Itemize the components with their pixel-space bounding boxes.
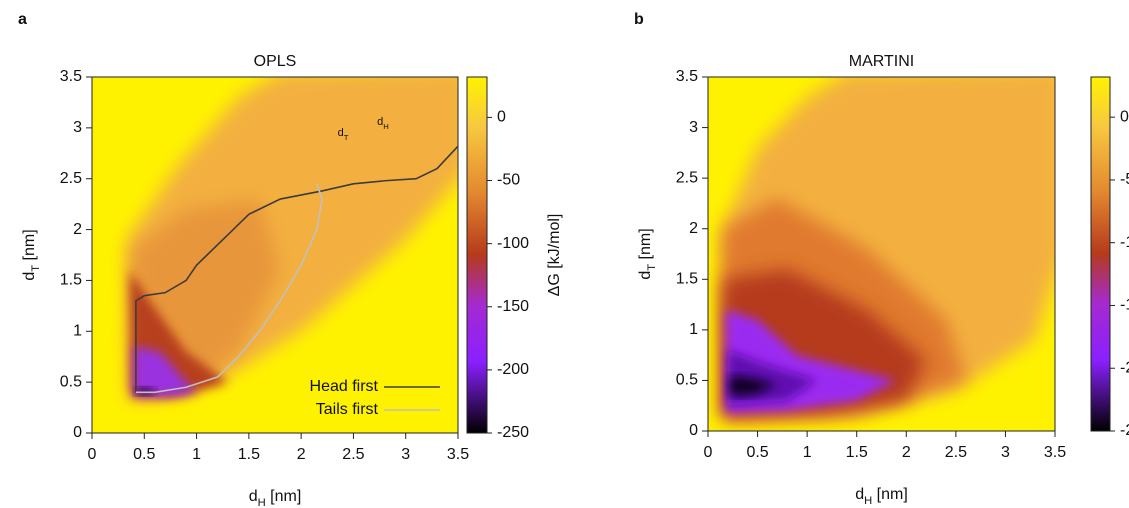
legend-label: Head first [310, 378, 379, 395]
y-axis-label-part: d [21, 272, 38, 281]
x-tick-label: 0.5 [746, 444, 768, 461]
plot-frame [707, 76, 1056, 432]
legend-label: Tails first [316, 401, 379, 418]
y-tick-label: 3 [73, 119, 82, 136]
y-tick-label: 1 [73, 323, 82, 340]
x-axis-label-part: [nm] [266, 488, 302, 505]
x-axis-label-part: d [855, 486, 864, 503]
x-tick-label: 3.5 [1044, 444, 1066, 461]
colorbar-tick-label: -150 [1120, 297, 1129, 314]
colorbar-tick-label: -100 [497, 235, 529, 252]
colorbar-tick-label: -150 [497, 298, 529, 315]
chart-title: OPLS [254, 53, 297, 70]
x-tick-label: 0 [704, 444, 713, 461]
colorbar [466, 76, 488, 434]
y-tick-label: 1 [689, 321, 698, 338]
colorbar [1090, 76, 1111, 432]
x-tick-label: 3 [1001, 444, 1010, 461]
colorbar-tick-label: 0 [497, 109, 506, 126]
y-axis-label-part: [nm] [637, 228, 654, 264]
y-axis-label-part: T [30, 265, 42, 272]
inset-label: dH [377, 116, 389, 131]
energy-region [133, 346, 197, 397]
x-axis-label: dH [nm] [855, 486, 908, 507]
inset-label-part: d [338, 127, 344, 139]
x-tick-label: 1 [192, 446, 201, 463]
x-tick-label: 2 [297, 446, 306, 463]
x-axis-label-part: H [864, 495, 872, 507]
y-axis-label: dT [nm] [637, 228, 658, 279]
energy-region [729, 375, 778, 396]
y-tick-label: 3 [689, 119, 698, 136]
inset-label: dT [338, 127, 349, 142]
pathway-line [135, 145, 459, 393]
heatmap [708, 77, 1055, 431]
colorbar-tick-label: -50 [1120, 171, 1129, 188]
y-tick-label: 2 [73, 221, 82, 238]
x-axis-label-part: H [258, 497, 266, 508]
x-tick-label: 2.5 [342, 446, 364, 463]
panel-letter: a [18, 11, 27, 28]
y-tick-label: 0 [689, 422, 698, 439]
y-axis-label-part: [nm] [21, 229, 38, 265]
y-tick-label: 3.5 [676, 68, 698, 85]
x-axis-label: dH [nm] [249, 488, 302, 508]
heatmap [92, 77, 458, 433]
y-axis-label-part: d [637, 271, 654, 280]
colorbar-tick-label: -200 [1120, 359, 1129, 376]
y-tick-label: 3.5 [60, 68, 82, 85]
inset-label-part: T [344, 133, 349, 142]
x-tick-label: 3 [401, 446, 410, 463]
inset-label-part: H [383, 122, 389, 131]
y-tick-label: 2 [689, 220, 698, 237]
pathway-line [135, 183, 323, 394]
y-tick-label: 0.5 [676, 372, 698, 389]
x-axis-label-part: [nm] [872, 486, 908, 503]
y-tick-label: 0.5 [60, 373, 82, 390]
x-tick-label: 3.5 [447, 446, 469, 463]
x-tick-label: 0 [88, 446, 97, 463]
y-tick-label: 1.5 [676, 271, 698, 288]
inset-label-part: d [377, 116, 383, 128]
y-tick-label: 2.5 [60, 170, 82, 187]
colorbar-tick-label: -100 [1120, 234, 1129, 251]
y-axis-label-part: T [646, 264, 658, 271]
plot-frame [91, 76, 459, 434]
colorbar-tick-label: -50 [497, 172, 520, 189]
x-tick-label: 2.5 [945, 444, 967, 461]
x-axis-label-part: d [249, 488, 258, 505]
x-tick-label: 1 [803, 444, 812, 461]
colorbar-tick-label: 0 [1120, 108, 1129, 125]
y-axis-label: dT [nm] [21, 229, 42, 280]
chart-title: MARTINI [849, 53, 914, 70]
x-tick-label: 1.5 [238, 446, 260, 463]
colorbar-label: ΔG [kJ/mol] [546, 214, 563, 297]
panel-letter: b [634, 11, 644, 28]
x-tick-label: 2 [902, 444, 911, 461]
colorbar-tick-label: -250 [1120, 422, 1129, 439]
x-tick-label: 0.5 [133, 446, 155, 463]
energy-region [135, 387, 155, 396]
y-tick-label: 2.5 [676, 169, 698, 186]
y-tick-label: 1.5 [60, 272, 82, 289]
y-tick-label: 0 [73, 424, 82, 441]
colorbar-tick-label: -200 [497, 361, 529, 378]
x-tick-label: 1.5 [846, 444, 868, 461]
colorbar-tick-label: -250 [497, 424, 529, 441]
